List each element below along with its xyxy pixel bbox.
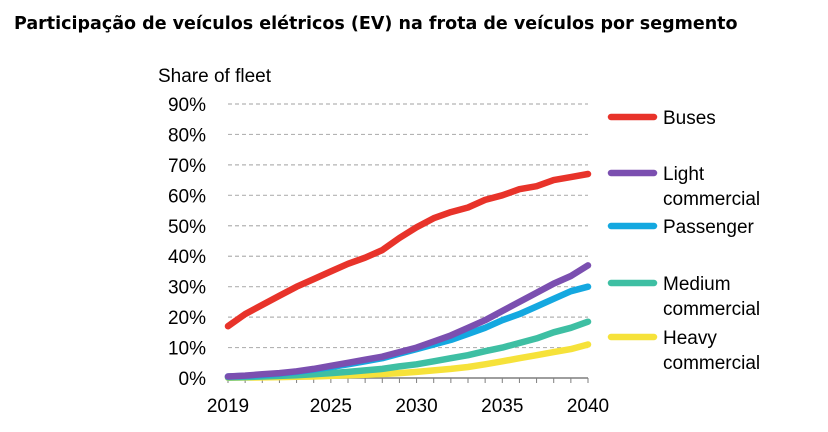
legend-label: Buses — [663, 108, 716, 129]
legend-label: Light — [663, 164, 705, 185]
series-line-buses — [224, 170, 592, 330]
legend-label: commercial — [663, 299, 760, 320]
y-tick-label: 30% — [168, 278, 206, 299]
x-tick-label: 2035 — [481, 396, 523, 417]
x-tick-label: 2040 — [567, 396, 609, 417]
legend: Buses Light commercial Passenger Medium comme… — [607, 108, 760, 374]
y-tick-label: 60% — [168, 186, 206, 207]
series-line-light-commercial — [224, 262, 592, 380]
y-tick-label: 70% — [168, 156, 206, 177]
y-tick-label: 90% — [168, 95, 206, 116]
x-axis-ticks: 2019 2025 2030 2035 2040 — [207, 378, 609, 417]
legend-label: commercial — [663, 189, 760, 210]
y-tick-label: 20% — [168, 308, 206, 329]
y-axis-ticks: 0% 10% 20% 30% 40% 50% 60% 70% 80% 90% — [168, 95, 206, 390]
y-tick-label: 40% — [168, 247, 206, 268]
legend-label: Heavy — [663, 328, 717, 349]
y-tick-label: 0% — [179, 369, 207, 390]
series-lines — [224, 170, 592, 381]
y-tick-label: 50% — [168, 217, 206, 238]
x-tick-label: 2030 — [395, 396, 437, 417]
y-axis-label: Share of fleet — [158, 66, 272, 87]
grid-lines — [228, 103, 588, 379]
x-tick-label: 2019 — [207, 396, 249, 417]
y-tick-label: 10% — [168, 339, 206, 360]
chart-title: Participação de veículos elétricos (EV) … — [14, 14, 738, 34]
legend-label: commercial — [663, 353, 760, 374]
legend-label: Medium — [663, 274, 731, 295]
y-tick-label: 80% — [168, 125, 206, 146]
x-tick-label: 2025 — [310, 396, 352, 417]
legend-label: Passenger — [663, 217, 755, 238]
